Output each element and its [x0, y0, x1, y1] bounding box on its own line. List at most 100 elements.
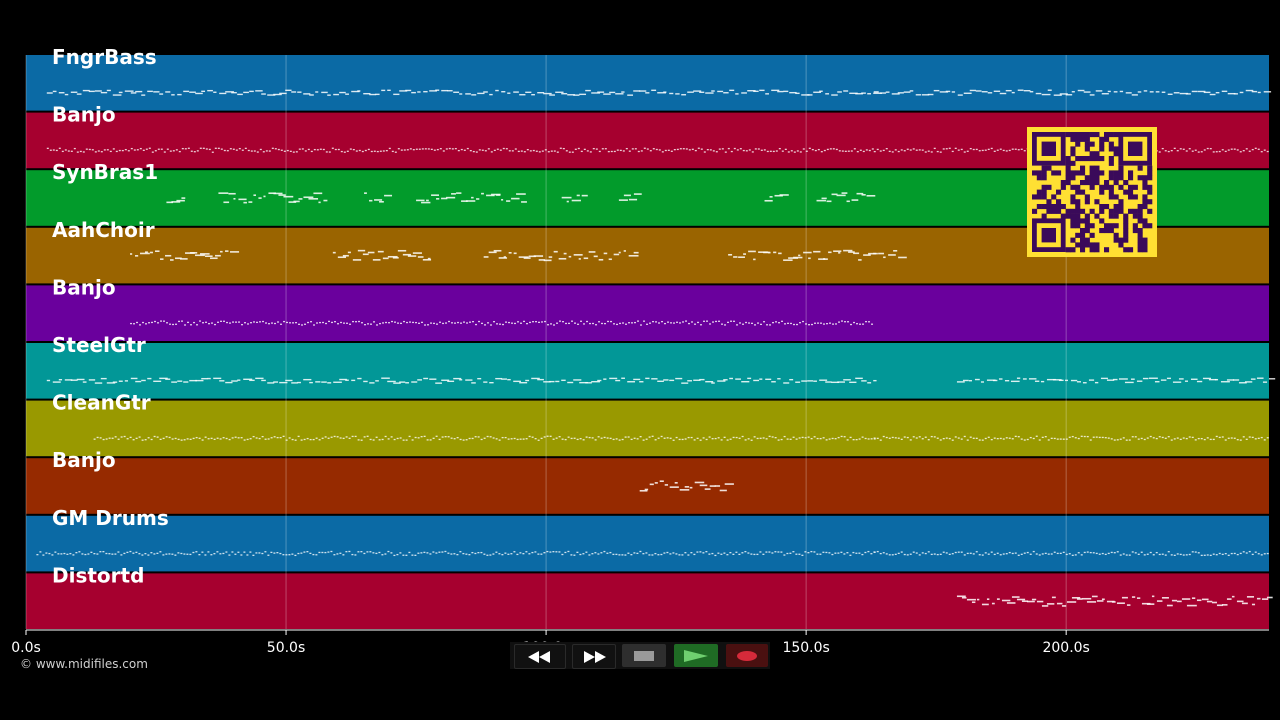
note — [1056, 438, 1059, 440]
note — [58, 379, 63, 381]
note — [210, 437, 213, 439]
note — [1131, 436, 1134, 438]
fast-forward-button[interactable] — [572, 644, 616, 669]
note — [865, 149, 868, 151]
note — [685, 320, 688, 322]
note — [153, 91, 160, 93]
note — [1041, 93, 1051, 96]
note — [735, 436, 738, 439]
note — [381, 438, 384, 441]
qr-module — [1108, 208, 1114, 214]
note — [765, 93, 769, 95]
record-button[interactable] — [726, 644, 768, 667]
note — [856, 151, 859, 153]
note — [906, 148, 909, 150]
note — [624, 436, 627, 438]
note — [615, 438, 618, 440]
note — [621, 91, 625, 93]
note — [1016, 598, 1026, 601]
note — [1107, 90, 1111, 93]
note — [491, 193, 501, 196]
note — [1185, 554, 1188, 556]
note — [745, 321, 748, 324]
note — [790, 150, 793, 152]
note — [1239, 151, 1242, 153]
note — [810, 437, 813, 440]
note — [1056, 552, 1059, 555]
stop-button[interactable] — [622, 644, 666, 667]
note — [238, 321, 241, 323]
note — [93, 552, 96, 555]
note — [1230, 552, 1233, 555]
note — [172, 323, 175, 326]
note — [863, 254, 871, 256]
note — [342, 254, 349, 257]
play-button[interactable] — [674, 644, 718, 667]
qr-module — [1113, 208, 1119, 214]
note — [135, 380, 142, 383]
note — [352, 148, 355, 151]
note — [318, 201, 321, 204]
note — [402, 554, 405, 556]
note — [459, 379, 463, 381]
note — [1155, 551, 1158, 554]
note — [1245, 438, 1248, 440]
note — [472, 320, 475, 323]
note — [270, 551, 273, 554]
qr-module — [1084, 213, 1090, 219]
note — [906, 436, 909, 439]
note — [726, 554, 729, 556]
qr-module — [1147, 208, 1153, 214]
note — [429, 90, 437, 92]
qr-module — [1108, 170, 1114, 176]
note — [321, 551, 324, 554]
note — [978, 439, 981, 441]
qr-module — [1094, 199, 1100, 205]
note — [681, 94, 687, 96]
note — [993, 90, 1001, 92]
qr-module — [1128, 175, 1134, 181]
note — [1128, 439, 1131, 441]
note — [442, 150, 445, 152]
note — [310, 150, 313, 153]
note — [1008, 437, 1011, 439]
note — [219, 92, 227, 95]
rewind-button[interactable] — [514, 644, 566, 669]
qr-module — [1070, 208, 1076, 214]
note — [591, 553, 594, 555]
note — [834, 552, 837, 554]
note — [532, 321, 535, 323]
note — [165, 436, 168, 438]
note — [382, 150, 385, 152]
note — [444, 550, 447, 553]
note — [268, 323, 271, 325]
note — [1233, 93, 1238, 95]
note — [787, 151, 790, 153]
note — [744, 550, 747, 553]
note — [1215, 435, 1218, 438]
note — [750, 553, 753, 555]
qr-module — [1113, 237, 1119, 243]
note — [777, 439, 780, 441]
note — [57, 553, 60, 555]
note — [1239, 91, 1244, 94]
note — [915, 437, 918, 439]
note — [423, 551, 426, 554]
note — [969, 89, 976, 92]
note — [135, 90, 143, 93]
qr-module — [1094, 156, 1100, 162]
note — [649, 322, 652, 324]
note — [1184, 380, 1188, 382]
qr-module — [1128, 170, 1134, 176]
note — [630, 554, 633, 556]
note — [513, 380, 521, 383]
note — [481, 149, 484, 151]
qr-module — [1075, 184, 1081, 190]
note — [1002, 553, 1005, 555]
note — [1226, 598, 1232, 600]
note — [241, 324, 244, 326]
note — [1251, 436, 1254, 439]
note — [645, 438, 648, 440]
note — [690, 436, 693, 439]
note — [848, 251, 855, 253]
